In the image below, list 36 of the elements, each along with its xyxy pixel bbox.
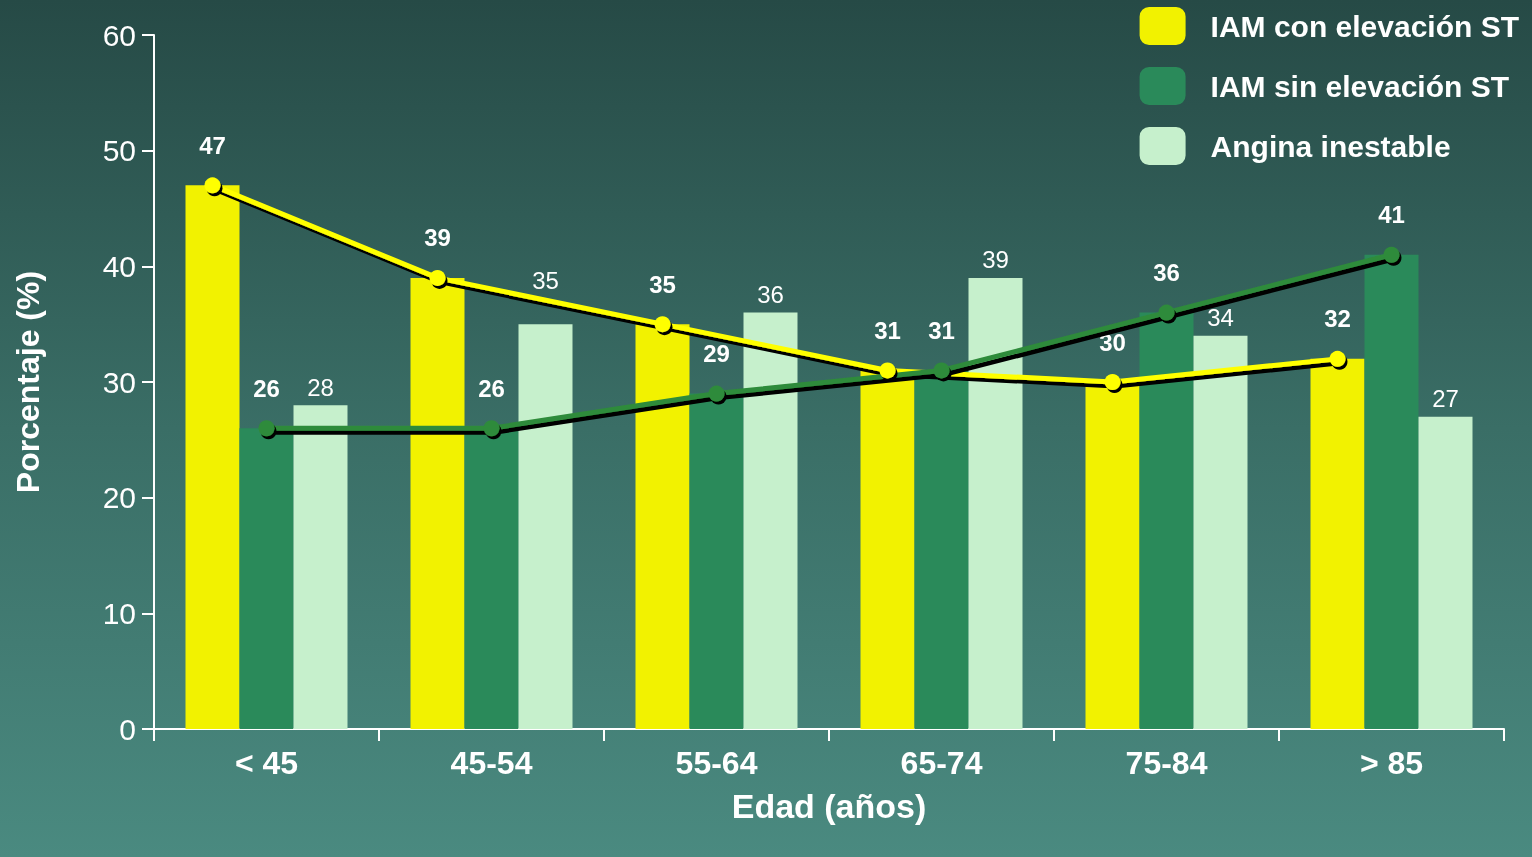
data-label: 47 [199,131,226,159]
legend-label: Angina inestable [1210,129,1451,163]
data-label: 30 [1099,328,1126,356]
data-label: 27 [1432,385,1459,413]
y-tick-label: 20 [102,481,136,515]
data-label: 26 [478,374,505,402]
y-tick-label: 60 [102,18,136,52]
data-label: 31 [874,316,901,344]
data-label: 26 [253,374,280,402]
data-label: 35 [649,270,676,298]
legend-label: IAM con elevación ST [1210,9,1520,43]
data-label: 34 [1207,304,1234,332]
y-tick-label: 30 [102,365,136,399]
data-label: 36 [757,281,784,309]
x-tick-label: > 85 [1359,745,1424,781]
x-tick-label: < 45 [234,745,299,781]
y-axis-title: Porcentaje (%) [10,270,46,494]
data-label: 41 [1378,201,1405,229]
data-label: 32 [1324,305,1351,333]
data-label: 31 [928,316,955,344]
y-tick-label: 0 [119,712,136,746]
data-label: 39 [982,246,1009,274]
legend-label: IAM sin elevación ST [1210,69,1510,103]
data-label: 39 [424,224,451,252]
y-tick-label: 50 [102,134,136,168]
data-label: 28 [307,373,334,401]
x-tick-label: 45-54 [450,745,533,781]
data-label: 35 [532,266,559,294]
data-label: 36 [1153,259,1180,287]
x-axis-title: Edad (años) [731,787,927,825]
y-tick-label: 10 [102,596,136,630]
y-tick-label: 40 [102,249,136,283]
x-tick-label: 65-74 [900,745,983,781]
x-tick-label: 55-64 [675,745,758,781]
data-label: 29 [703,340,730,368]
x-tick-label: 75-84 [1125,745,1208,781]
